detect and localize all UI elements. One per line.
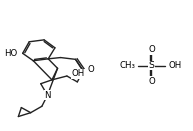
Text: OH: OH xyxy=(72,69,85,78)
Text: OH: OH xyxy=(168,61,182,70)
Text: O: O xyxy=(148,77,155,86)
Text: S: S xyxy=(149,61,154,70)
Text: O: O xyxy=(87,66,94,75)
Text: O: O xyxy=(148,45,155,54)
Text: N: N xyxy=(44,91,51,100)
Text: HO: HO xyxy=(4,49,17,58)
Text: CH₃: CH₃ xyxy=(120,61,136,70)
